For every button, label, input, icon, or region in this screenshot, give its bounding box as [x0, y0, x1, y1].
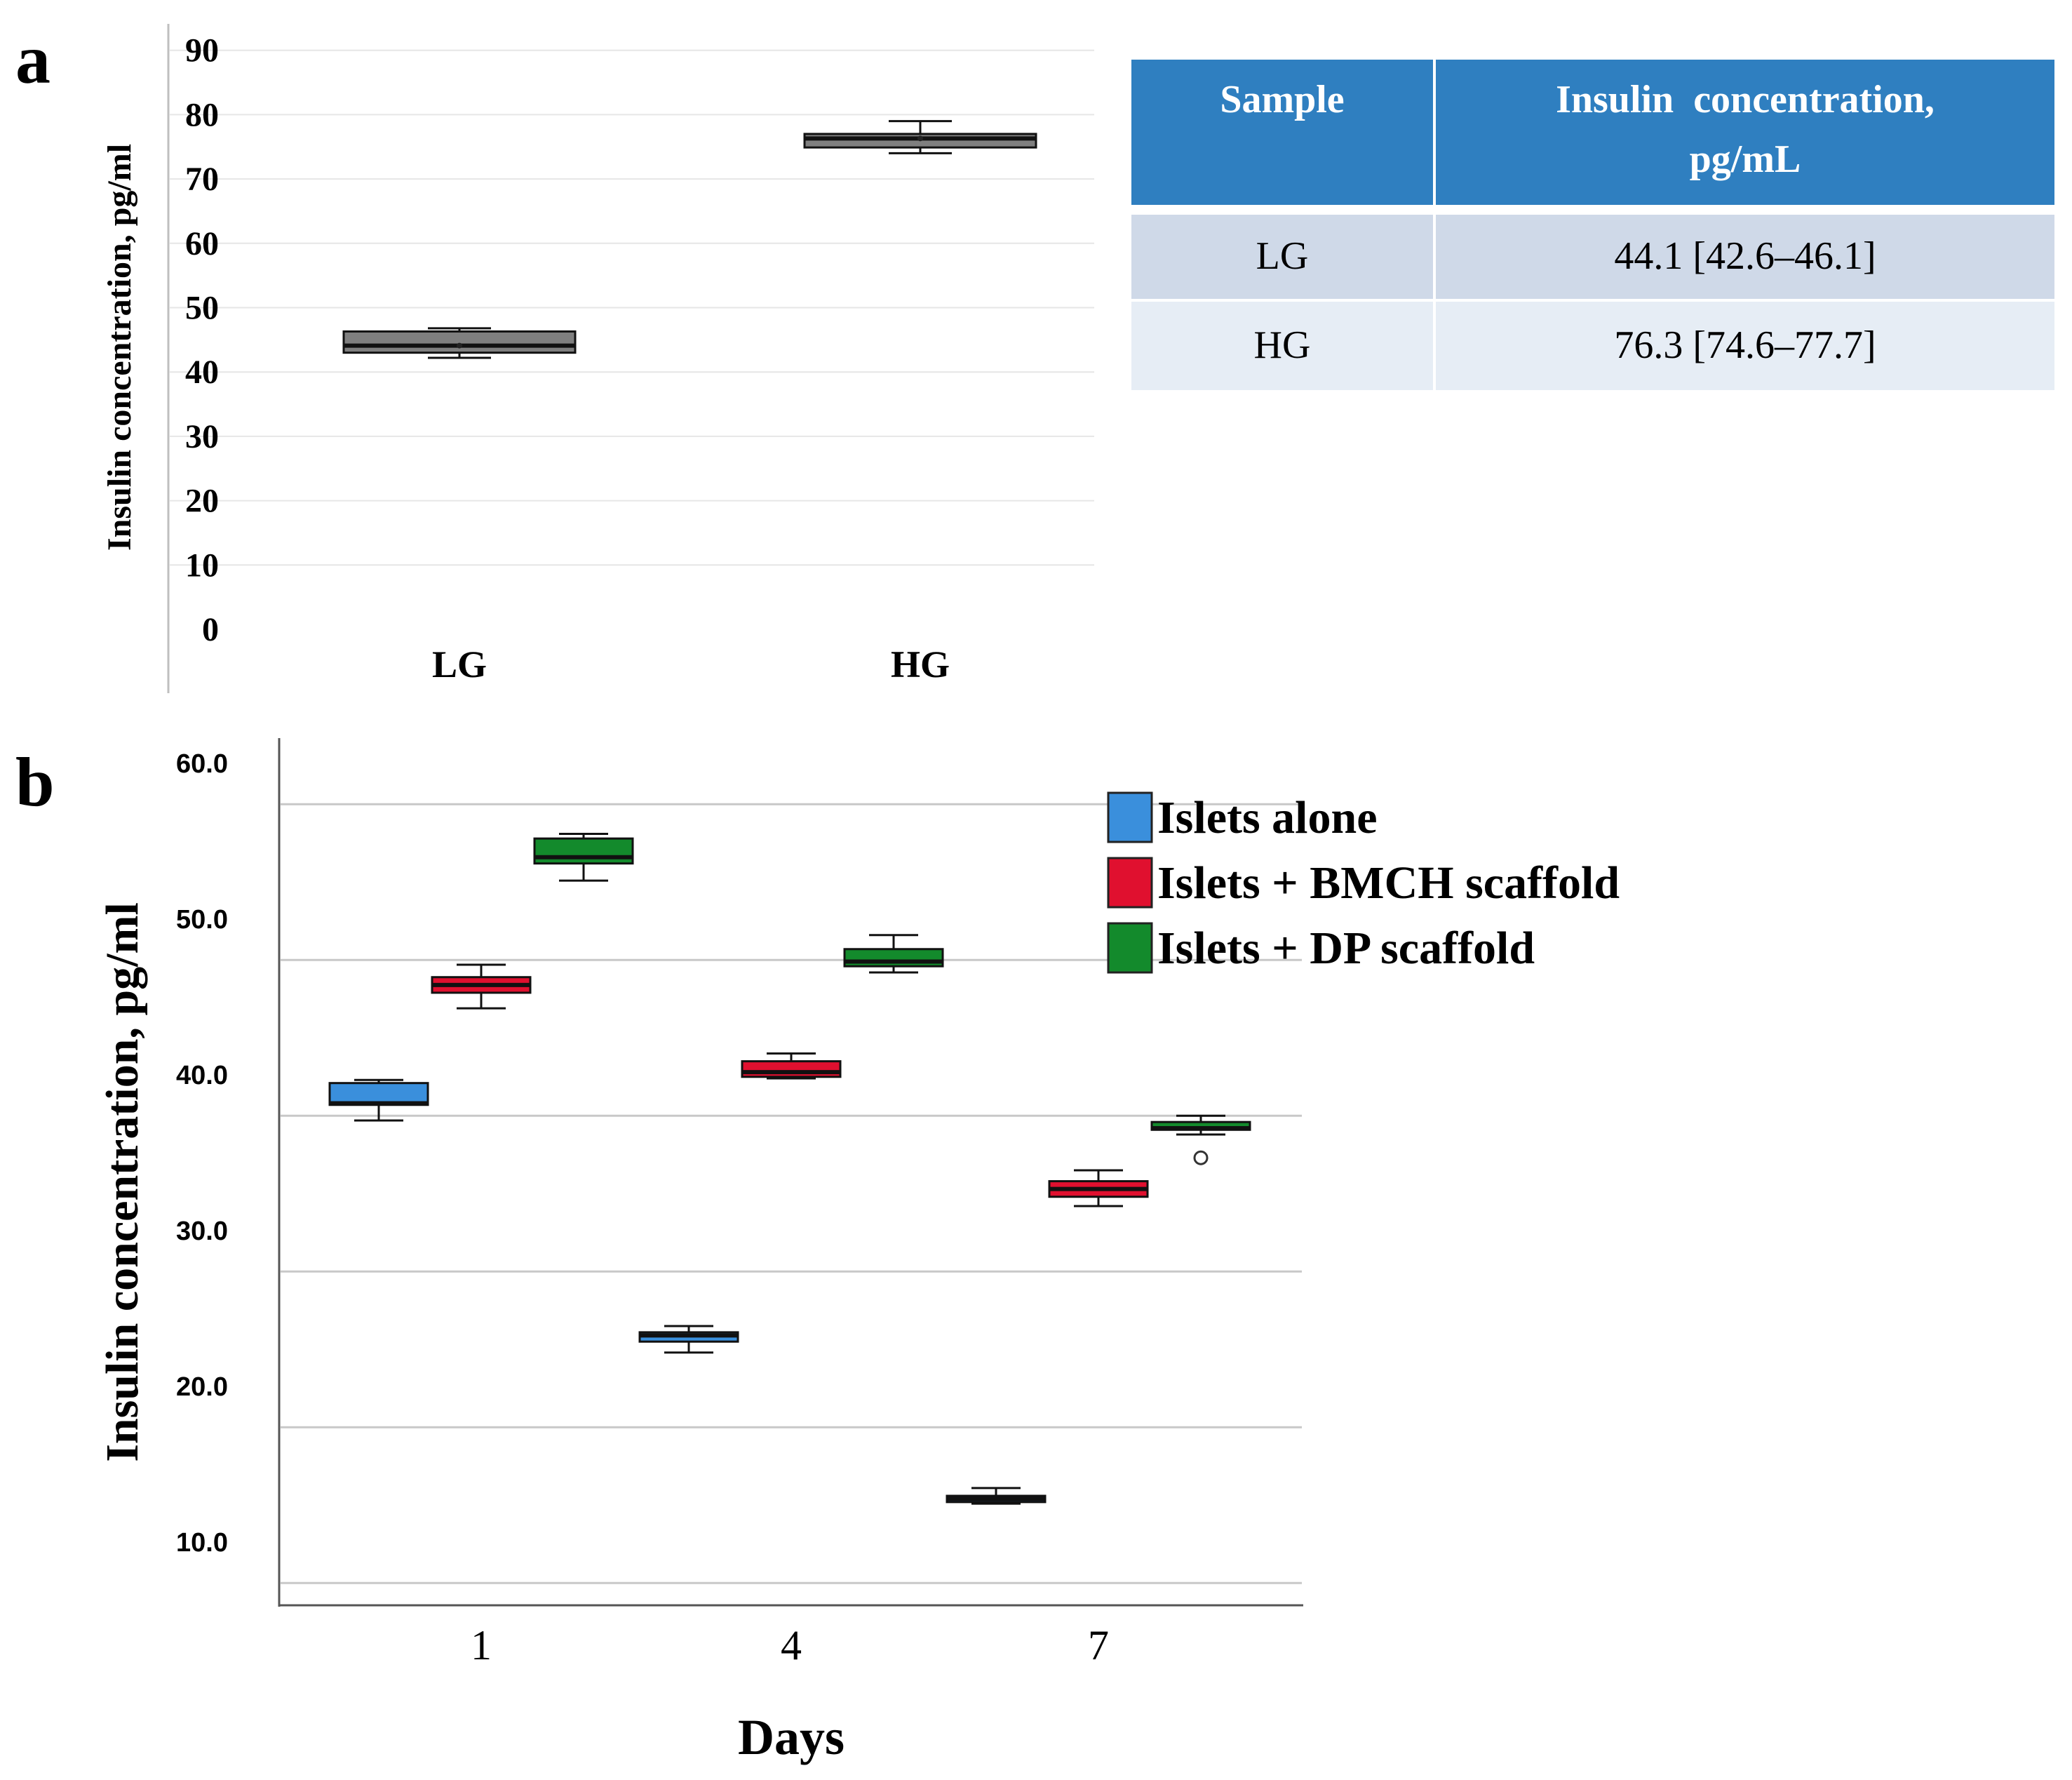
panel-b-label: b: [15, 743, 55, 821]
panel-b-y-tick-60-0: 60.0: [176, 749, 228, 779]
panel-a-boxes: [342, 120, 1037, 359]
panel-b-box-islets-bmch-scaffold-day-4: [741, 1052, 842, 1080]
legend-label-islets-alone: Islets alone: [1157, 792, 1378, 843]
panel-b-y-tick-30-0: 30.0: [176, 1217, 228, 1246]
panel-a-y-axis-label: Insulin concentration, pg/ml: [101, 144, 138, 551]
panel-a-x-label-hg: HG: [891, 643, 950, 685]
panel-b-y-tick-20-0: 20.0: [176, 1372, 228, 1402]
panel-b-gridlines: [281, 803, 1302, 1584]
panel-a-y-tick-40: 40: [185, 354, 219, 391]
panel-a-y-tick-80: 80: [185, 96, 219, 133]
legend-swatch-islets-bmch-scaffold: [1107, 857, 1153, 909]
panel-b-box-islets-dp-scaffold-day-4: [843, 934, 944, 974]
panel-a-y-tick-10: 10: [185, 547, 219, 584]
panel-b-y-tick-40-0: 40.0: [176, 1061, 228, 1090]
table-row-1-cell-value: [1436, 215, 2054, 299]
chart-panel-a: 0 10 20 30 40 50 60 70 80 90 Insulin concentratio…: [101, 24, 1094, 693]
chart-panel-b: 10.0 20.0 30.0 40.0 50.0 60.0 Insulin concent…: [97, 738, 1620, 1765]
panel-a-label: a: [15, 20, 51, 98]
legend-label-islets-bmch-scaffold: Islets + BMCH scaffold: [1157, 857, 1620, 909]
panel-b-boxes: [328, 832, 1251, 1505]
table-row-2-cell-sample: [1131, 302, 1433, 390]
panel-a-y-tick-70: 70: [185, 161, 219, 198]
panel-b-x-category-labels: 1 4 7: [471, 1622, 1109, 1668]
panel-b-box-islets-bmch-scaffold-day-7: [1048, 1169, 1149, 1207]
table-header-units: pg/mL: [1690, 138, 1801, 181]
panel-b-box-islets-dp-scaffold-day-7-outlier-1: [1193, 1150, 1209, 1165]
panel-b-box-islets-dp-scaffold-day-7: [1150, 1114, 1251, 1165]
table-header-cell-concentration: [1436, 60, 2054, 205]
panel-a-box-hg-mean-dot: [917, 135, 923, 142]
panel-a-y-tick-60: 60: [185, 225, 219, 262]
panel-b-y-axis-label: Insulin concentration, pg/ml: [97, 902, 148, 1462]
table-row-2-value: 76.3 [74.6–77.7]: [1614, 323, 1876, 367]
panel-a-gridlines: [170, 49, 1094, 566]
panel-b-box-islets-alone-day-4: [638, 1325, 739, 1354]
table-header-cell-sample: [1131, 60, 1433, 205]
panel-a-y-tick-90: 90: [185, 32, 219, 69]
panel-b-y-tick-labels: 10.0 20.0 30.0 40.0 50.0 60.0: [176, 749, 228, 1558]
legend-swatch-islets-dp-scaffold: [1107, 922, 1153, 974]
panel-b-y-tick-50-0: 50.0: [176, 905, 228, 935]
panel-a-box-lg-mean-dot: [457, 342, 462, 349]
panel-b-box-islets-dp-scaffold-day-1-iqr-box: [533, 837, 634, 865]
panel-b-legend: Islets alone Islets + BMCH scaffold Islets…: [1107, 791, 1620, 974]
panel-b-box-islets-dp-scaffold-day-1: [533, 832, 634, 882]
panel-a-x-category-labels: LG HG: [432, 643, 950, 685]
legend-swatch-islets-alone: [1107, 791, 1153, 843]
legend-label-islets-dp-scaffold: Islets + DP scaffold: [1157, 923, 1535, 974]
panel-b-x-axis-label: Days: [738, 1709, 845, 1765]
panel-a-box-lg: [342, 327, 577, 359]
panel-a-y-tick-0: 0: [202, 611, 219, 648]
panel-a-y-tick-20: 20: [185, 483, 219, 520]
table-row-1-value: 44.1 [42.6–46.1]: [1614, 234, 1876, 278]
table-header-sample: Sample: [1220, 78, 1344, 121]
summary-table: Sample Insulin concentration, pg/mL LG 4…: [1131, 60, 2054, 390]
table-row-2-sample: HG: [1254, 323, 1311, 367]
table-row-1-sample: LG: [1256, 234, 1309, 278]
panel-a-y-tick-labels: 0 10 20 30 40 50 60 70 80 90: [185, 32, 219, 648]
panel-b-x-label-day-1: 1: [471, 1622, 492, 1668]
panel-a-x-label-lg: LG: [432, 643, 487, 685]
table-row-2-cell-value: [1436, 302, 2054, 390]
panel-a-y-tick-30: 30: [185, 418, 219, 455]
panel-b-box-islets-bmch-scaffold-day-1: [431, 963, 532, 1010]
panel-b-x-label-day-7: 7: [1088, 1622, 1109, 1668]
panel-b-box-islets-alone-day-7: [946, 1487, 1047, 1505]
panel-b-box-islets-alone-day-1: [328, 1078, 429, 1122]
panel-a-y-tick-50: 50: [185, 290, 219, 327]
panel-b-y-tick-10-0: 10.0: [176, 1528, 228, 1558]
panel-b-x-label-day-4: 4: [781, 1622, 802, 1668]
panel-a-box-lg-iqr-box: [342, 330, 577, 354]
table-row-1-cell-sample: [1131, 215, 1433, 299]
panel-b-box-islets-bmch-scaffold-day-4-iqr-box: [741, 1060, 842, 1078]
table-header-concentration: Insulin concentration,: [1556, 78, 1935, 121]
